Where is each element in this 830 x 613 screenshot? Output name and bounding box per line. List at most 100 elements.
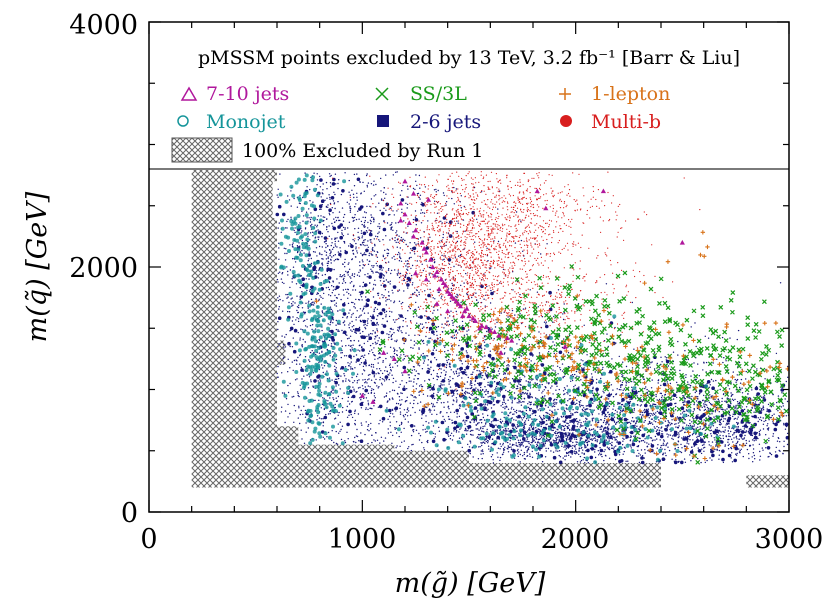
data-point [617,443,620,445]
data-point [514,397,516,399]
data-point [423,449,426,451]
data-point [447,434,449,436]
data-point [452,435,455,437]
data-point [579,406,581,408]
data-point [640,456,644,460]
data-point [388,378,390,381]
data-point [311,304,313,306]
data-point [522,441,524,443]
data-point [304,325,307,327]
data-point [427,441,429,444]
data-point [640,440,643,442]
data-point [359,319,362,322]
data-point [511,402,513,404]
data-point [373,300,378,305]
data-point [477,404,479,406]
data-point [292,242,294,244]
data-point [728,398,730,400]
data-point [344,440,346,442]
data-point [423,360,426,362]
data-point [687,381,689,383]
data-point [448,435,450,437]
data-point [507,316,509,318]
data-point [586,448,590,453]
data-point [293,323,295,326]
data-point [616,441,618,444]
data-point [594,445,596,447]
data-point [426,344,428,346]
data-point [363,342,365,345]
data-point [482,356,484,358]
data-point [517,448,519,451]
data-point [542,396,544,398]
data-point [366,173,368,175]
data-point [696,438,699,440]
data-point [702,415,704,418]
data-point [613,446,615,448]
data-point [296,309,298,312]
data-point [667,365,670,367]
data-point [606,446,609,448]
data-point [545,323,547,325]
data-point [533,428,535,430]
data-point [633,421,635,423]
data-point [394,239,396,242]
data-point [453,426,457,431]
data-point [333,398,335,401]
data-point [329,355,331,357]
data-point [363,305,365,307]
data-point [395,340,398,343]
data-point [594,448,596,451]
data-point [300,409,302,412]
data-point [482,416,485,419]
data-point [283,282,285,285]
data-point [455,401,458,403]
data-point [372,296,375,298]
data-point [393,300,396,302]
data-point [402,387,406,392]
data-point [343,392,345,394]
data-point [293,404,295,407]
data-point [318,342,320,344]
data-point [363,370,366,372]
data-point [356,358,360,362]
data-point [402,414,405,417]
data-point [656,438,658,440]
data-point [355,256,357,258]
data-point [725,400,727,402]
data-point [489,395,491,398]
data-point [418,365,421,367]
data-point [604,413,606,415]
data-point [387,291,390,293]
data-point [341,329,343,332]
data-point [312,265,317,270]
data-point [561,363,564,365]
data-point [519,377,521,379]
data-point [491,401,493,404]
data-point [450,389,455,394]
data-point [319,253,321,255]
data-point [539,410,542,412]
data-point [303,282,305,285]
data-point [335,302,337,304]
data-point [530,403,532,405]
data-point [465,272,467,275]
data-point [725,424,727,426]
data-point [453,334,456,336]
data-point [469,452,471,455]
data-point [591,419,594,421]
data-point [330,343,333,345]
data-point [446,412,448,414]
data-point [368,338,370,341]
data-point [327,257,329,260]
data-point [370,366,373,368]
data-point [463,282,465,284]
data-point [294,379,297,381]
data-point [350,413,352,416]
data-point [672,351,675,353]
data-point [689,387,691,389]
data-point [389,363,391,365]
data-point [483,378,485,380]
data-point [605,439,608,441]
data-point [482,425,484,428]
